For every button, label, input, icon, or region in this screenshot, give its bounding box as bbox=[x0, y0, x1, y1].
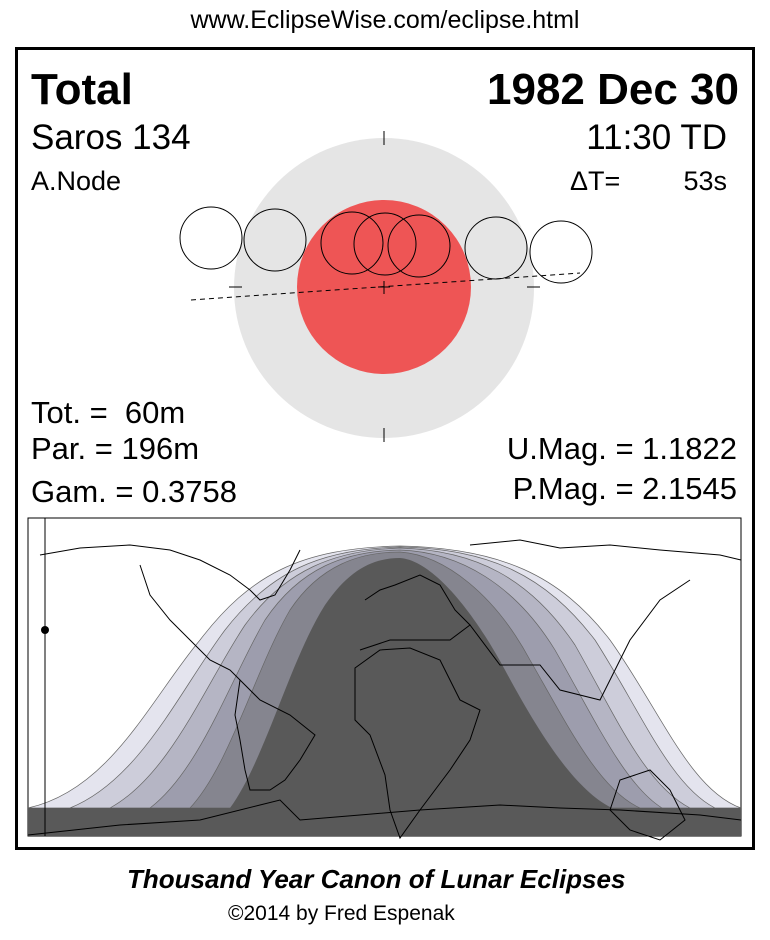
eclipse-panel-frame bbox=[15, 47, 755, 850]
moon-p1 bbox=[179, 206, 243, 270]
footer-title: Thousand Year Canon of Lunar Eclipses bbox=[127, 864, 626, 894]
visibility-map bbox=[27, 517, 742, 841]
gamma: Gam. = 0.3758 bbox=[31, 474, 237, 509]
coast-europe bbox=[359, 574, 471, 651]
coast-australia bbox=[609, 769, 686, 841]
header-url[interactable]: www.EclipseWise.com/eclipse.html bbox=[190, 6, 580, 34]
coast-north-america bbox=[39, 544, 301, 681]
coast-asia bbox=[469, 539, 742, 701]
moon-u2 bbox=[320, 211, 384, 275]
moon-u3 bbox=[387, 214, 451, 278]
coast-antarctica bbox=[27, 799, 742, 836]
saros-number: Saros 134 bbox=[31, 118, 191, 157]
totality-duration: Tot. = 60m bbox=[31, 395, 186, 430]
greatest-eclipse-marker bbox=[41, 626, 49, 634]
delta-t-label: ΔT= bbox=[570, 166, 621, 196]
eclipse-time: 11:30 TD bbox=[586, 118, 727, 157]
moon-greatest bbox=[353, 212, 417, 276]
umbral-magnitude: U.Mag. = 1.1822 bbox=[506, 431, 737, 466]
coast-africa bbox=[354, 647, 481, 840]
moon-p4 bbox=[529, 220, 593, 284]
delta-t-value: 53s bbox=[683, 166, 727, 196]
footer-copyright: ©2014 by Fred Espenak bbox=[228, 902, 455, 925]
moon-u4 bbox=[464, 216, 528, 280]
partial-duration: Par. = 196m bbox=[31, 431, 200, 466]
eclipse-type: Total bbox=[31, 65, 133, 114]
penumbral-magnitude: P.Mag. = 2.1545 bbox=[512, 471, 737, 506]
moon-u1 bbox=[243, 208, 307, 272]
node: A.Node bbox=[31, 166, 122, 196]
zone-total bbox=[230, 558, 612, 808]
coast-south-america bbox=[234, 678, 316, 791]
eclipse-date: 1982 Dec 30 bbox=[487, 65, 739, 114]
ecliptic-path bbox=[190, 272, 581, 301]
